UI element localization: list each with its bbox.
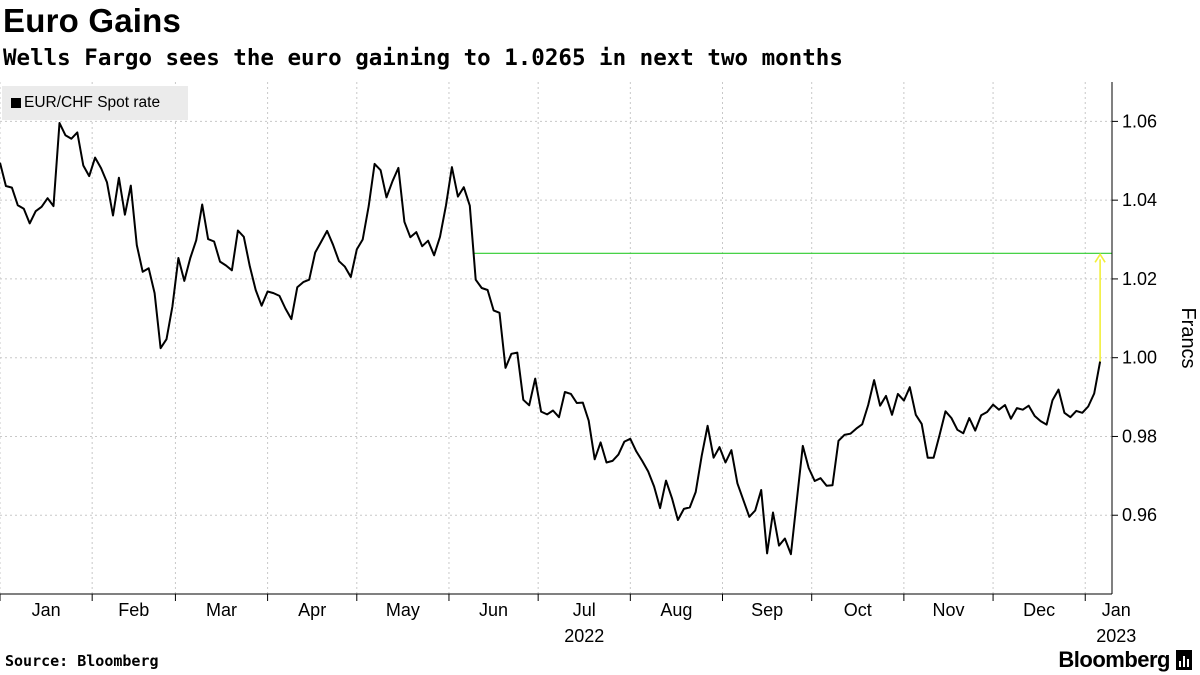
- y-tick-label: 0.98: [1122, 426, 1157, 446]
- bar-chart-icon: [1176, 650, 1192, 670]
- x-tick-label: Aug: [660, 600, 692, 620]
- target-annotations: [472, 252, 1112, 362]
- x-tick-label: Feb: [118, 600, 149, 620]
- x-tick-label: Sep: [751, 600, 783, 620]
- x-tick-label: Jan: [1102, 600, 1131, 620]
- chart-axes: 0.96 0.98 1.00 1.02 1.04 1.06 Jan Feb Mar Apr May J…: [0, 82, 1199, 646]
- y-tick-label: 1.06: [1122, 111, 1157, 131]
- chart-grid: [0, 82, 1112, 594]
- x-tick-label: Jul: [573, 600, 596, 620]
- x-tick-label: Mar: [206, 600, 237, 620]
- x-tick-label: Oct: [844, 600, 872, 620]
- x-tick-label: Nov: [932, 600, 964, 620]
- arrow-head: [1094, 252, 1106, 263]
- x-year-label: 2022: [564, 626, 604, 646]
- x-tick-label: Dec: [1023, 600, 1055, 620]
- chart-title: Euro Gains: [3, 2, 182, 39]
- x-year-label: 2023: [1096, 626, 1136, 646]
- chart-subtitle: Wells Fargo sees the euro gaining to 1.0…: [3, 45, 843, 71]
- legend-swatch: [11, 98, 21, 108]
- x-tick-label: Jan: [32, 600, 61, 620]
- x-tick-label: May: [386, 600, 420, 620]
- y-tick-label: 1.02: [1122, 269, 1157, 289]
- x-tick-label: Jun: [479, 600, 508, 620]
- y-axis-label: Francs: [1177, 307, 1199, 368]
- logo-text: Bloomberg: [1058, 647, 1170, 672]
- y-tick-label: 1.04: [1122, 190, 1157, 210]
- legend-label: EUR/CHF Spot rate: [24, 94, 161, 111]
- chart-legend: EUR/CHF Spot rate: [2, 86, 188, 120]
- series-line-eurchf: [0, 122, 1102, 556]
- y-tick-label: 0.96: [1122, 505, 1157, 525]
- series-layer: [0, 122, 1102, 556]
- x-tick-label: Apr: [298, 600, 326, 620]
- y-tick-label: 1.00: [1122, 348, 1157, 368]
- bloomberg-logo: Bloomberg: [1058, 647, 1192, 673]
- source-note: Source: Bloomberg: [5, 652, 159, 670]
